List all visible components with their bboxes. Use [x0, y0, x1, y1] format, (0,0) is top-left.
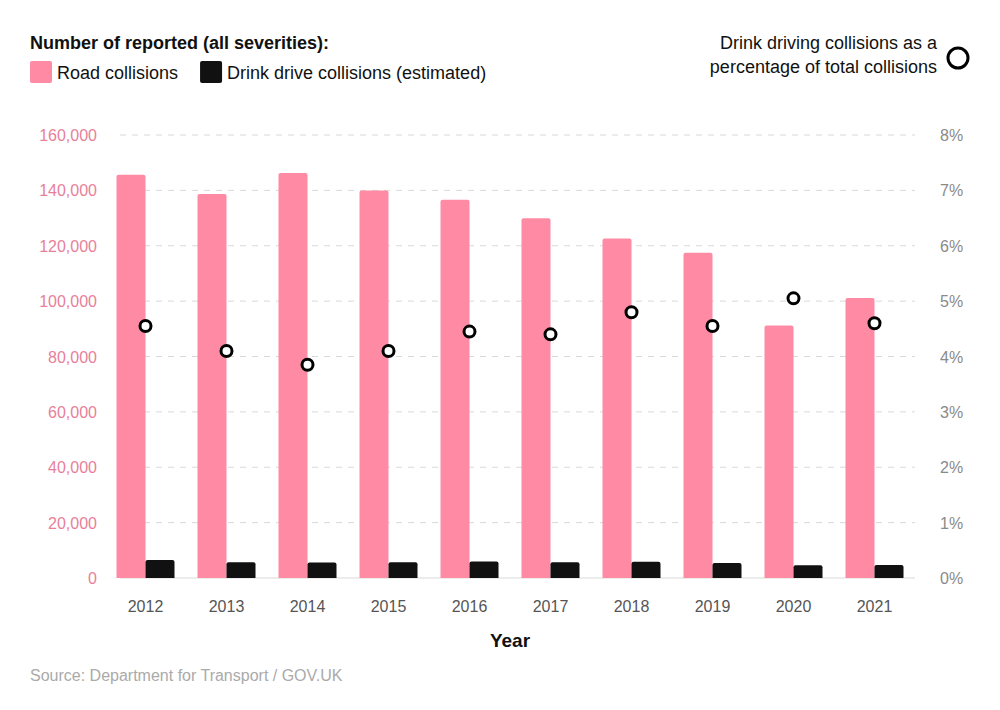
- legend-label: Road collisions: [57, 63, 178, 83]
- x-tick-label: 2021: [857, 598, 893, 615]
- y2-tick: [915, 135, 919, 136]
- y-tick-label: 100,000: [39, 293, 97, 310]
- y-tick-label: 80,000: [48, 349, 97, 366]
- legend-label: Drink driving collisions as a percentage …: [710, 33, 938, 77]
- y2-tick: [915, 245, 919, 246]
- grid-line: [120, 135, 915, 136]
- bar: [765, 325, 794, 578]
- y2-tick-label: 0%: [940, 570, 963, 587]
- marker: [221, 345, 232, 356]
- x-tick-label: 2016: [452, 598, 488, 615]
- bar: [470, 561, 499, 578]
- y2-tick: [915, 356, 919, 357]
- bar: [632, 562, 661, 578]
- legend-marker: [948, 48, 968, 68]
- grid-line: [120, 190, 915, 191]
- y2-tick: [915, 411, 919, 412]
- y2-tick-label: 1%: [940, 515, 963, 532]
- bar: [713, 563, 742, 578]
- x-tick-label: 2015: [371, 598, 407, 615]
- bar: [279, 173, 308, 578]
- bar: [603, 239, 632, 578]
- x-tick-label: 2018: [614, 598, 650, 615]
- legend-swatch: [200, 61, 222, 83]
- bar: [875, 565, 904, 578]
- x-axis-label: Year: [490, 630, 531, 651]
- y2-tick-label: 7%: [940, 182, 963, 199]
- legend-label: Drink drive collisions (estimated): [227, 63, 486, 83]
- y-tick-label: 60,000: [48, 404, 97, 421]
- y-tick-label: 140,000: [39, 182, 97, 199]
- bar: [146, 560, 175, 578]
- bar: [227, 562, 256, 578]
- y2-tick-label: 5%: [940, 293, 963, 310]
- y-tick-label: 20,000: [48, 515, 97, 532]
- grid-line: [120, 245, 915, 246]
- bar: [684, 253, 713, 578]
- marker: [464, 326, 475, 337]
- y2-tick: [915, 578, 919, 579]
- y2-tick: [915, 190, 919, 191]
- y2-tick-label: 6%: [940, 238, 963, 255]
- x-tick-label: 2014: [290, 598, 326, 615]
- y2-tick: [915, 301, 919, 302]
- x-tick-label: 2017: [533, 598, 569, 615]
- y-tick-label: 0: [88, 570, 97, 587]
- bar: [389, 562, 418, 578]
- marker: [383, 345, 394, 356]
- bar: [794, 565, 823, 578]
- chart: 0 20,000 40,000 60,000 80,000 100,000 120,000 1…: [0, 0, 1000, 710]
- y2-tick-label: 8%: [940, 127, 963, 144]
- bar: [308, 562, 337, 578]
- bar: [360, 190, 389, 578]
- x-tick-label: 2013: [209, 598, 245, 615]
- bar: [522, 218, 551, 578]
- marker: [140, 321, 151, 332]
- y2-tick: [915, 522, 919, 523]
- y2-tick-label: 3%: [940, 404, 963, 421]
- x-tick-label: 2020: [776, 598, 812, 615]
- bar: [117, 175, 146, 578]
- grid-line: [120, 411, 915, 412]
- bar: [551, 562, 580, 578]
- marker: [869, 318, 880, 329]
- y2-tick: [915, 467, 919, 468]
- y-tick-label: 120,000: [39, 238, 97, 255]
- legend-title: Number of reported (all severities):: [30, 33, 329, 53]
- marker: [302, 359, 313, 370]
- y2-tick-label: 4%: [940, 349, 963, 366]
- grid-line: [120, 356, 915, 357]
- marker: [788, 293, 799, 304]
- y-tick-label: 160,000: [39, 127, 97, 144]
- x-tick-label: 2019: [695, 598, 731, 615]
- marker: [626, 307, 637, 318]
- source: Source: Department for Transport / GOV.U…: [30, 667, 343, 684]
- marker: [707, 321, 718, 332]
- y2-tick-label: 2%: [940, 459, 963, 476]
- y-tick-label: 40,000: [48, 459, 97, 476]
- bar: [198, 194, 227, 578]
- grid-line: [120, 467, 915, 468]
- marks: [117, 173, 904, 578]
- legend-label-line: percentage of total collisions: [710, 57, 937, 77]
- bar: [441, 200, 470, 578]
- x-tick-label: 2012: [128, 598, 164, 615]
- legend-label-line: Drink driving collisions as a: [720, 33, 938, 53]
- bar: [846, 298, 875, 578]
- marker: [545, 329, 556, 340]
- grid-line: [120, 522, 915, 523]
- legend-swatch: [30, 61, 52, 83]
